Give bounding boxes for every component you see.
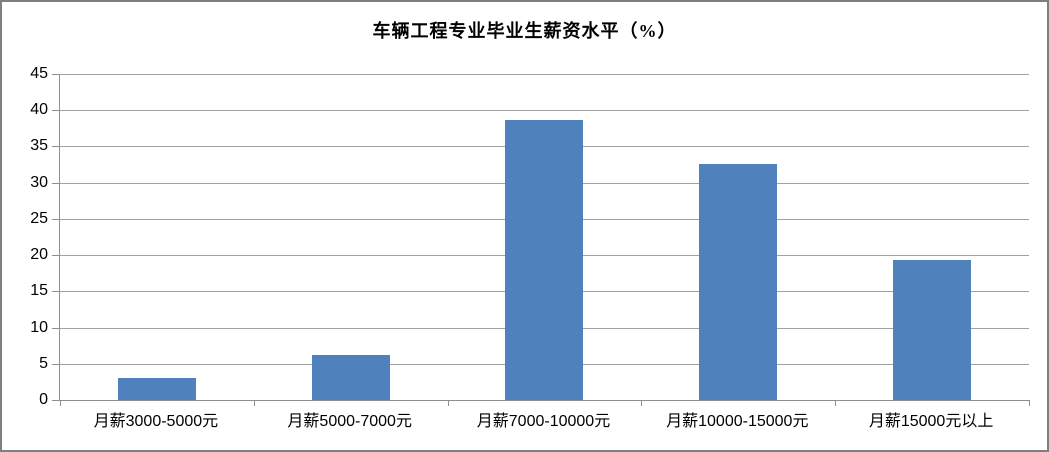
bar-groups — [60, 74, 1029, 400]
x-axis-label-5: 月薪15000元以上 — [868, 413, 994, 430]
x-axis-label-2: 月薪5000-7000元 — [287, 413, 412, 430]
y-axis-tick-label: 5 — [39, 354, 48, 372]
x-axis-tick — [253, 400, 255, 406]
x-axis-label-4: 月薪10000-15000元 — [666, 413, 809, 430]
y-axis-tick — [52, 146, 60, 148]
y-axis-tick-label: 15 — [30, 282, 48, 300]
y-axis-tick — [52, 400, 60, 401]
x-axis-tick — [60, 400, 61, 406]
x-axis-tick — [641, 400, 643, 406]
y-axis-tick-label: 40 — [30, 101, 48, 119]
y-axis-tick-label: 10 — [30, 318, 48, 336]
y-axis-tick-label: 45 — [30, 65, 48, 82]
y-axis-labels: 45 40 35 30 25 20 15 10 5 0 — [2, 66, 48, 408]
bar-4 — [699, 163, 778, 400]
bar-2 — [311, 355, 390, 400]
y-axis-tick-label: 30 — [30, 173, 48, 191]
y-axis-tick — [52, 255, 60, 257]
y-axis-tick — [52, 182, 60, 184]
y-axis-tick-label: 20 — [30, 246, 48, 264]
bar-group-3 — [448, 74, 642, 400]
bar-3 — [505, 119, 584, 400]
y-axis-tick — [52, 110, 60, 112]
bar-5 — [893, 260, 972, 400]
chart-title: 车辆工程专业毕业生薪资水平（%） — [372, 21, 677, 41]
y-axis-tick — [52, 327, 60, 329]
x-axis-labels: 月薪3000-5000元 月薪5000-7000元 月薪7000-10000元 … — [59, 407, 1028, 431]
plot-area — [52, 74, 1030, 406]
bar-1 — [117, 377, 196, 400]
gridline — [60, 110, 1029, 112]
x-axis-tick — [1029, 400, 1030, 406]
y-axis-tick-label: 25 — [30, 209, 48, 227]
bar-group-4 — [641, 74, 835, 400]
y-axis-tick — [52, 363, 60, 365]
bar-group-2 — [254, 74, 448, 400]
x-axis-tick — [835, 400, 837, 406]
bar-group-5 — [835, 74, 1029, 400]
y-axis-tick-label: 35 — [30, 137, 48, 155]
bar-group-1 — [60, 74, 254, 400]
x-axis-label-3: 月薪7000-10000元 — [476, 413, 611, 430]
y-axis-tick — [52, 74, 60, 75]
x-axis-label-1: 月薪3000-5000元 — [93, 413, 219, 430]
x-axis-tick — [447, 400, 449, 406]
gridline — [60, 74, 1029, 75]
y-axis-tick — [52, 291, 60, 293]
y-axis-tick — [52, 218, 60, 220]
y-axis-tick-label: 0 — [39, 391, 48, 408]
